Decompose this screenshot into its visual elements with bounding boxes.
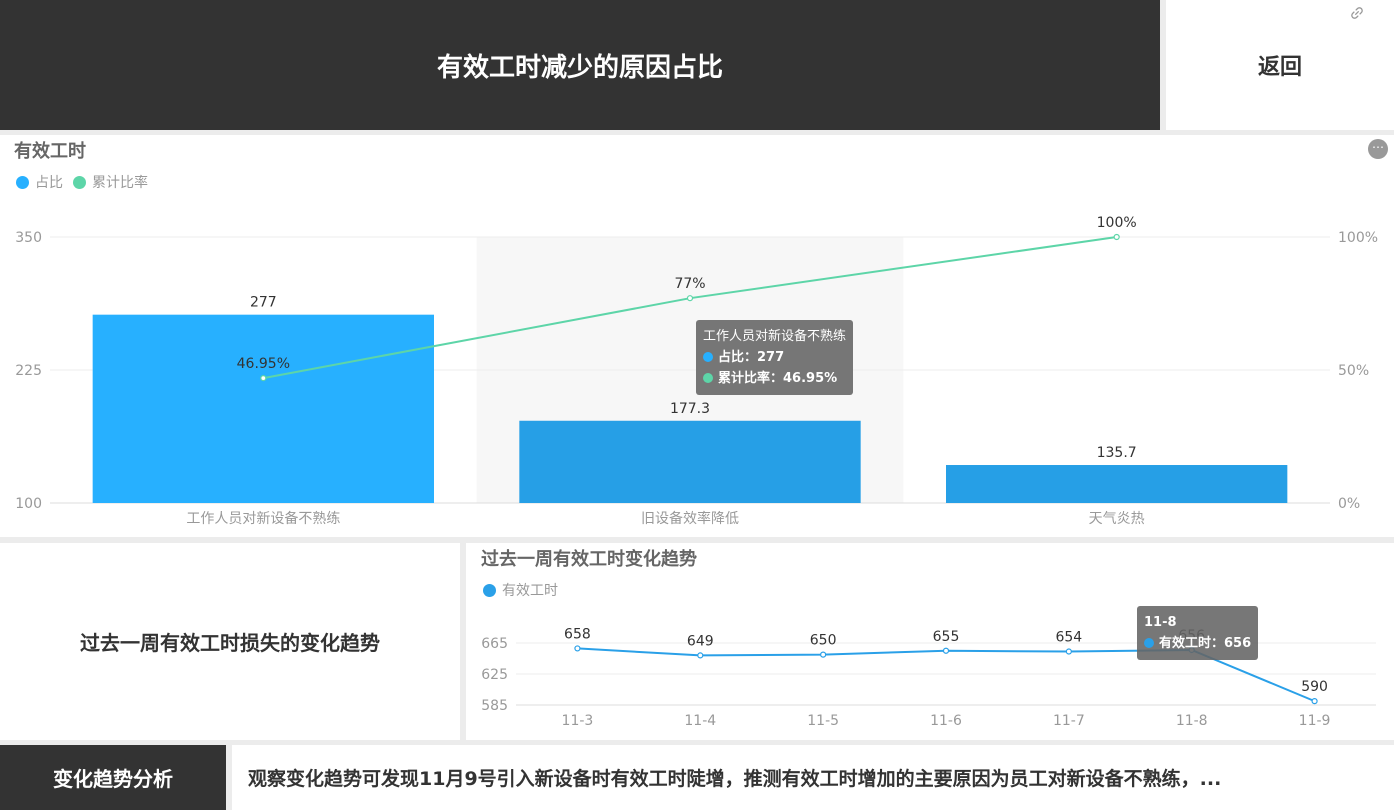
analysis-text: 观察变化趋势可发现11月9号引入新设备时有效工时陡增，推测有效工时增加的主要原因… <box>248 768 1222 790</box>
tooltip-title: 11-8 <box>1144 615 1177 630</box>
more-icon[interactable]: ⋯ <box>1368 139 1388 159</box>
chart-title: 有效工时 <box>14 141 86 162</box>
x-tick-label: 旧设备效率降低 <box>641 510 739 527</box>
back-button[interactable]: 返回 <box>1257 55 1302 80</box>
bar <box>519 420 861 503</box>
line-data-label: 649 <box>687 633 714 649</box>
line-point <box>574 645 581 652</box>
x-tick-label: 天气炎热 <box>1089 511 1145 527</box>
tooltip-row-ratio: 占比：277 <box>718 350 785 365</box>
chart-legend: 占比 累计比率 <box>16 172 158 192</box>
page-title: 有效工时减少的原因占比 <box>436 52 723 83</box>
line-point <box>686 295 694 302</box>
y2-tick-label: 50% <box>1338 363 1369 379</box>
y2-tick-label: 0% <box>1338 496 1360 512</box>
pareto-chart-panel: 有效工时 ⋯ 占比 累计比率 100 225 350 0% 50% 100% 277 177.… <box>0 135 1394 537</box>
legend-item-ratio[interactable]: 占比 <box>16 172 63 192</box>
bar <box>92 314 435 503</box>
line-point <box>1311 698 1318 705</box>
link-icon[interactable] <box>1350 6 1364 20</box>
tooltip-dot-icon <box>703 373 713 383</box>
tooltip-row-cumulative: 累计比率：46.95% <box>718 371 838 386</box>
bar-data-label: 135.7 <box>1097 445 1137 461</box>
line-point <box>260 375 267 382</box>
tooltip-dot-icon <box>703 352 713 362</box>
legend-dot-icon <box>483 583 496 597</box>
y-tick-label: 585 <box>481 698 508 714</box>
back-panel: 返回 <box>1166 0 1394 130</box>
x-tick-label: 11-6 <box>930 713 962 729</box>
trend-label: 过去一周有效工时损失的变化趋势 <box>80 631 380 655</box>
legend-dot-icon <box>16 175 29 189</box>
x-tick-label: 11-3 <box>562 713 594 729</box>
x-tick-label: 11-7 <box>1053 713 1085 729</box>
line-data-label: 590 <box>1301 679 1328 695</box>
trend-chart-svg: 585 625 665 11-3 11-4 11-5 11-6 11-7 11-8 11-9 658… <box>481 626 1376 729</box>
title-bar: 有效工时减少的原因占比 <box>0 0 1160 130</box>
tooltip-title: 工作人员对新设备不熟练 <box>703 329 847 344</box>
bar <box>946 465 1288 503</box>
y-tick-label: 225 <box>15 363 42 379</box>
x-tick-label: 11-4 <box>684 713 716 729</box>
line-data-label: 77% <box>674 276 705 292</box>
line-point <box>697 652 704 659</box>
line-point <box>820 651 827 658</box>
line-data-label: 100% <box>1097 215 1137 231</box>
pareto-chart-svg: 100 225 350 0% 50% 100% 277 177.3 135.7 工作人员对新设备不… <box>15 215 1378 527</box>
chart-tooltip: 工作人员对新设备不熟练 占比：277 累计比率：46.95% <box>696 320 854 395</box>
bar-data-label: 277 <box>250 295 277 311</box>
bar-data-label: 177.3 <box>670 401 710 417</box>
line-data-label: 658 <box>564 626 591 642</box>
y-tick-label: 100 <box>15 496 42 512</box>
y-tick-label: 350 <box>15 230 42 246</box>
trend-tooltip: 11-8 有效工时：656 <box>1137 606 1259 660</box>
tooltip-row-hours: 有效工时：656 <box>1159 636 1252 651</box>
x-tick-label: 11-9 <box>1299 713 1331 729</box>
trend-chart-title: 过去一周有效工时变化趋势 <box>481 549 697 570</box>
x-tick-label: 11-5 <box>807 713 839 729</box>
analysis-text-panel: 观察变化趋势可发现11月9号引入新设备时有效工时陡增，推测有效工时增加的主要原因… <box>232 745 1394 810</box>
legend-item-cumulative[interactable]: 累计比率 <box>73 172 148 192</box>
y2-tick-label: 100% <box>1338 230 1378 246</box>
x-tick-label: 11-8 <box>1176 713 1208 729</box>
line-point <box>942 647 950 654</box>
line-point <box>1065 648 1072 655</box>
x-tick-label: 工作人员对新设备不熟练 <box>186 510 340 527</box>
y-tick-label: 665 <box>481 636 508 652</box>
line-data-label: 654 <box>1055 630 1082 646</box>
line-data-label: 46.95% <box>237 356 290 372</box>
line-point <box>1113 233 1120 241</box>
line-data-label: 655 <box>933 629 960 645</box>
analysis-label-panel: 变化趋势分析 <box>0 745 226 810</box>
tooltip-dot-icon <box>1144 638 1154 648</box>
legend-dot-icon <box>73 175 86 189</box>
line-data-label: 650 <box>810 633 837 649</box>
trend-chart-panel: 过去一周有效工时变化趋势 有效工时 585 625 665 11-3 11-4 11-5 1… <box>466 543 1394 740</box>
trend-legend: 有效工时 <box>483 580 568 600</box>
legend-item-effective-hours[interactable]: 有效工时 <box>483 580 558 600</box>
y-tick-label: 625 <box>481 667 508 683</box>
analysis-label: 变化趋势分析 <box>53 767 173 791</box>
trend-label-panel: 过去一周有效工时损失的变化趋势 <box>0 543 460 740</box>
